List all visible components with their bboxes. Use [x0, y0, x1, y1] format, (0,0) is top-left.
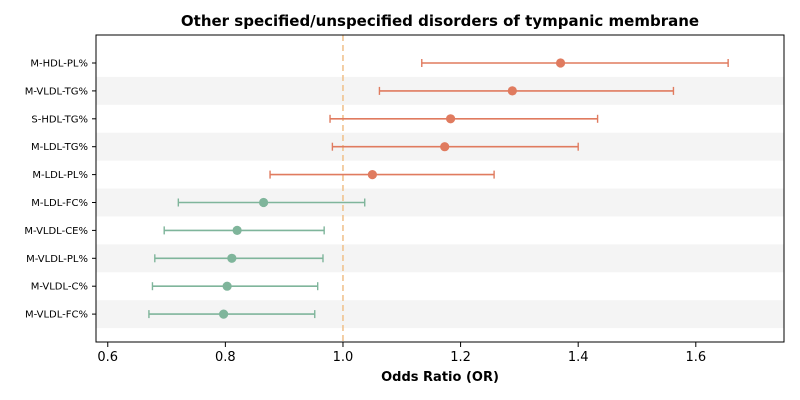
- x-tick-label: 1.4: [568, 350, 589, 365]
- point-estimate: [507, 86, 517, 96]
- y-tick-label: M-VLDL-FC%: [25, 310, 88, 321]
- chart-title: Other specified/unspecified disorders of…: [181, 12, 699, 30]
- y-tick-label: S-HDL-TG%: [31, 114, 88, 125]
- estimate-marks: [148, 58, 729, 319]
- x-tick-label: 1.6: [685, 350, 706, 365]
- point-estimate: [219, 309, 229, 319]
- y-tick-label: M-HDL-PL%: [30, 59, 88, 70]
- x-axis: 0.6 0.8 1.0 1.2 1.4 1.6: [97, 342, 706, 365]
- plot-frame: [95, 34, 785, 343]
- point-estimate: [555, 58, 566, 68]
- y-tick-label: M-LDL-PL%: [32, 170, 88, 181]
- x-tick-label: 0.6: [97, 350, 118, 365]
- x-tick-label: 0.8: [215, 350, 236, 365]
- y-tick-label: M-VLDL-PL%: [26, 254, 88, 265]
- y-tick-label: M-VLDL-C%: [31, 282, 88, 293]
- point-estimate: [440, 142, 450, 152]
- point-estimate: [227, 253, 237, 263]
- point-estimate: [258, 197, 269, 208]
- y-tick-label: M-LDL-FC%: [31, 198, 88, 209]
- x-tick-label: 1.0: [333, 350, 354, 365]
- y-tick-label: M-VLDL-TG%: [25, 86, 88, 97]
- point-estimate: [222, 281, 232, 291]
- y-tick-label: M-VLDL-CE%: [24, 226, 88, 237]
- point-estimate: [445, 114, 456, 124]
- point-estimate: [367, 170, 377, 180]
- x-axis-label: Odds Ratio (OR): [381, 370, 499, 385]
- y-axis-labels: M-HDL-PL% M-VLDL-TG% S-HDL-TG% M-LDL-TG% M-L…: [24, 59, 96, 321]
- y-tick-label: M-LDL-TG%: [31, 142, 88, 153]
- point-estimate: [232, 225, 242, 235]
- x-tick-label: 1.2: [450, 350, 471, 365]
